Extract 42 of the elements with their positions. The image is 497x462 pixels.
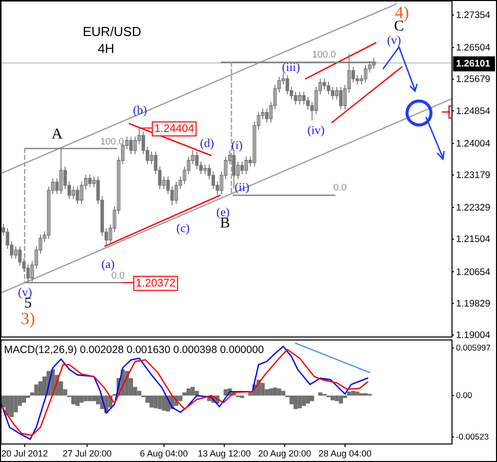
x-tick-label: 6 Aug 04:00 [140,448,188,458]
x-tick-label: 20 Aug 20:00 [258,448,312,458]
annotation: A [52,126,63,142]
annotation: (iv) [307,123,325,138]
annotation: (iii) [282,60,300,74]
x-tick-label: 13 Aug 12:00 [198,448,251,458]
annotation: (i) [231,138,243,152]
chart-title: MACD(12,26,9) 0.002028 0.001630 0.000398 0.000000 [4,344,264,356]
annotation: (v) [18,285,32,300]
annotation: (v) [387,33,401,48]
y-tick-label: 1.24004 [456,138,490,150]
annotation: 100.0 [312,49,336,60]
y-tick-label: 1.22329 [456,202,490,214]
text: 4H [98,41,114,56]
y-tick-label: 1.23179 [456,170,490,182]
x-tick-label: 28 Aug 04:00 [318,448,372,458]
y-tick-label: 0.005997 [456,342,491,353]
y-tick-label: 1.27354 [456,10,490,22]
y-tick-label: 1.25679 [456,74,490,86]
annotation: (ii) [234,180,250,194]
y-tick-label: 1.21504 [456,234,490,246]
annotation: 0.0 [333,182,347,194]
y-tick-label: 1.20654 [456,266,490,278]
x-tick-label: 27 Jul 20:00 [62,448,112,458]
annotation: (c) [176,221,190,236]
y-tick-label: 0.00 [456,390,473,400]
annotation: 1.20372 [136,277,176,290]
x-tick-label: 20 Jul 2012 [1,448,48,458]
annotation: 0.0 [111,270,125,282]
y-tick-label: 1.26504 [456,42,490,54]
annotation: 100.0 [100,136,124,148]
y-tick-label: 1.19004 [456,330,490,341]
y-tick-label: 1.24854 [456,106,490,117]
annotation: 3) [20,308,36,328]
y-tick-label: -0.00523 [456,432,490,442]
ref-line-label: 1.26101 [456,58,492,70]
y-tick-label: 1.19829 [456,298,490,310]
annotation: (a) [101,257,115,272]
annotation: (d) [200,136,214,150]
text: EUR/USD [82,24,142,39]
annotation: (b) [133,103,147,118]
annotation: 1.24404 [154,122,194,135]
